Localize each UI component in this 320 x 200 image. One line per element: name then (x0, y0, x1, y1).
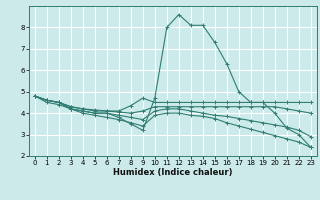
X-axis label: Humidex (Indice chaleur): Humidex (Indice chaleur) (113, 168, 233, 177)
